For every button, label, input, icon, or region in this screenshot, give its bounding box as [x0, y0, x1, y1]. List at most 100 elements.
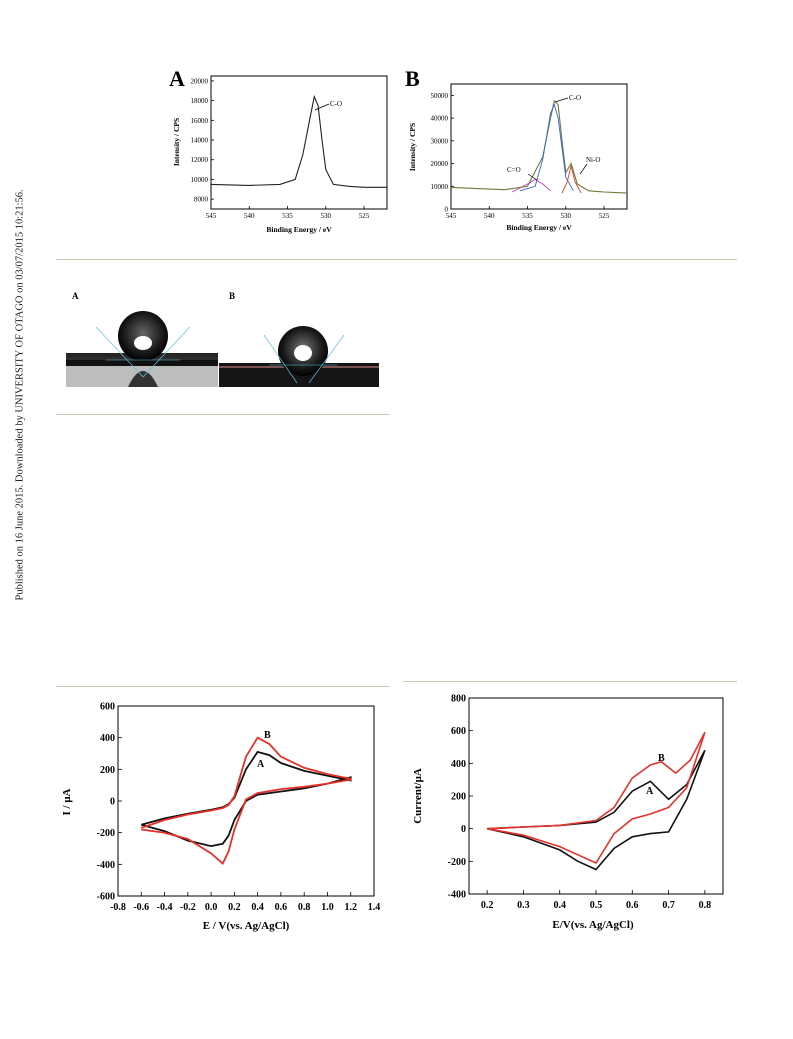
y-tick-label: 18000: [191, 97, 209, 105]
x-tick-label: 0.5: [590, 900, 603, 911]
y-tick-label: 8000: [194, 196, 209, 204]
y-tick-label: -400: [97, 860, 115, 871]
y-axis-label: I / μA: [61, 788, 73, 815]
y-tick-label: 400: [451, 759, 466, 770]
contact-angle-photo-a: [66, 305, 218, 387]
photo-label-a: A: [72, 291, 79, 301]
annotation-c-o: C-O: [569, 94, 581, 102]
cv-curve-b: [141, 736, 352, 865]
x-tick-label: 1.4: [368, 902, 381, 913]
x-tick-label: 525: [599, 212, 610, 220]
section-divider: [56, 414, 390, 415]
section-divider: [56, 686, 390, 687]
y-tick-label: 0: [445, 206, 449, 214]
xps-envelope-line: [450, 99, 628, 194]
annotation-leader: [527, 173, 538, 181]
xps-c-eq-o-component: [511, 178, 551, 193]
x-tick-label: 545: [446, 212, 457, 220]
y-tick-label: 200: [100, 765, 115, 776]
x-tick-label: 0.6: [626, 900, 639, 911]
x-tick-label: 545: [206, 212, 217, 220]
x-axis-label: E / V(vs. Ag/AgCl): [203, 920, 290, 932]
y-tick-label: 800: [451, 694, 466, 705]
section-divider: [403, 681, 737, 682]
xps-chart-a: A 8000 10000 12000 14000 16000 18000 20000 545…: [169, 66, 388, 234]
x-tick-label: 1.0: [321, 902, 334, 913]
x-tick-label: 535: [522, 212, 533, 220]
curve-label-b: B: [658, 753, 665, 764]
cv-chart-left: -600 -400 -200 0 200 400 600 -0.8 -0.6 -0.4 -0.2 0…: [61, 702, 381, 933]
annotation-ni-o: Ni-O: [586, 156, 600, 164]
annotation-leader: [579, 163, 588, 175]
x-tick-label: 0.2: [481, 900, 494, 911]
x-tick-label: 0.7: [662, 900, 675, 911]
y-axis-label: Current/μA: [412, 768, 424, 824]
panel-letter-a: A: [169, 66, 185, 91]
y-tick-label: -400: [448, 890, 466, 901]
x-tick-label: -0.6: [133, 902, 149, 913]
x-tick-label: 535: [282, 212, 293, 220]
plot-frame: [468, 697, 724, 895]
xps-chart-b: B 0 10000 20000 30000 40000 50000 545 540 535 53…: [405, 66, 628, 232]
x-tick-label: 525: [359, 212, 370, 220]
x-tick-label: 530: [321, 212, 332, 220]
y-tick-label: 400: [100, 733, 115, 744]
x-tick-label: 1.2: [344, 902, 357, 913]
x-tick-label: 0.8: [699, 900, 712, 911]
y-axis-label: Intensity / CPS: [172, 118, 181, 166]
y-tick-label: 20000: [431, 160, 449, 168]
x-tick-label: 0.0: [205, 902, 218, 913]
x-tick-label: -0.4: [157, 902, 173, 913]
x-tick-label: 0.3: [517, 900, 530, 911]
contact-angle-photo-b: [219, 305, 379, 387]
x-tick-label: 0.6: [275, 902, 288, 913]
curve-label-a: A: [257, 759, 265, 770]
x-tick-label: 0.2: [228, 902, 241, 913]
download-stamp: Published on 16 June 2015. Downloaded by…: [14, 189, 26, 601]
xps-series-line: [210, 94, 387, 188]
y-tick-label: 20000: [191, 77, 209, 85]
x-tick-label: 0.8: [298, 902, 311, 913]
y-tick-label: -200: [448, 857, 466, 868]
y-tick-label: 12000: [191, 156, 209, 164]
y-tick-label: 40000: [431, 115, 449, 123]
y-axis-label: Intensity / CPS: [408, 123, 417, 171]
plot-frame: [450, 83, 628, 210]
y-tick-label: 600: [100, 702, 115, 713]
y-tick-label: 600: [451, 726, 466, 737]
x-axis-label: Binding Energy / eV: [266, 225, 332, 234]
y-tick-label: -200: [97, 828, 115, 839]
x-axis-label: Binding Energy / eV: [506, 223, 572, 232]
plot-frame: [210, 75, 388, 210]
y-tick-label: 30000: [431, 137, 449, 145]
y-tick-label: -600: [97, 892, 115, 903]
x-tick-label: 530: [561, 212, 572, 220]
x-tick-label: 540: [244, 212, 255, 220]
annotation-c-o: C-O: [330, 100, 342, 108]
y-tick-label: 0: [110, 797, 115, 808]
cv-curve-b: [486, 731, 706, 865]
y-tick-label: 10000: [191, 176, 209, 184]
cv-curve-a: [486, 749, 706, 871]
annotation-leader: [554, 97, 569, 103]
x-tick-label: 0.4: [553, 900, 566, 911]
curve-label-a: A: [646, 786, 654, 797]
y-tick-label: 14000: [191, 137, 209, 145]
annotation-leader: [314, 103, 330, 111]
x-tick-label: 0.4: [251, 902, 263, 913]
curve-label-b: B: [264, 730, 271, 741]
annotation-c-eq-o: C=O: [507, 166, 521, 174]
panel-letter-b: B: [405, 66, 420, 91]
cv-chart-right: -400 -200 0 200 400 600 800 0.2 0.3 0.4 0.5 0.6 0.7…: [412, 694, 724, 931]
x-axis-label: E/V(vs. Ag/AgCl): [552, 919, 634, 931]
x-tick-label: -0.2: [180, 902, 196, 913]
x-tick-label: 540: [484, 212, 495, 220]
xps-c-o-component: [519, 103, 574, 192]
y-tick-label: 16000: [191, 117, 209, 125]
section-divider: [56, 259, 737, 260]
xps-ni-o-component: [561, 165, 582, 194]
y-tick-label: 50000: [431, 92, 449, 100]
y-tick-label: 200: [451, 792, 466, 803]
y-tick-label: 10000: [431, 183, 449, 191]
y-tick-label: 0: [461, 824, 466, 835]
